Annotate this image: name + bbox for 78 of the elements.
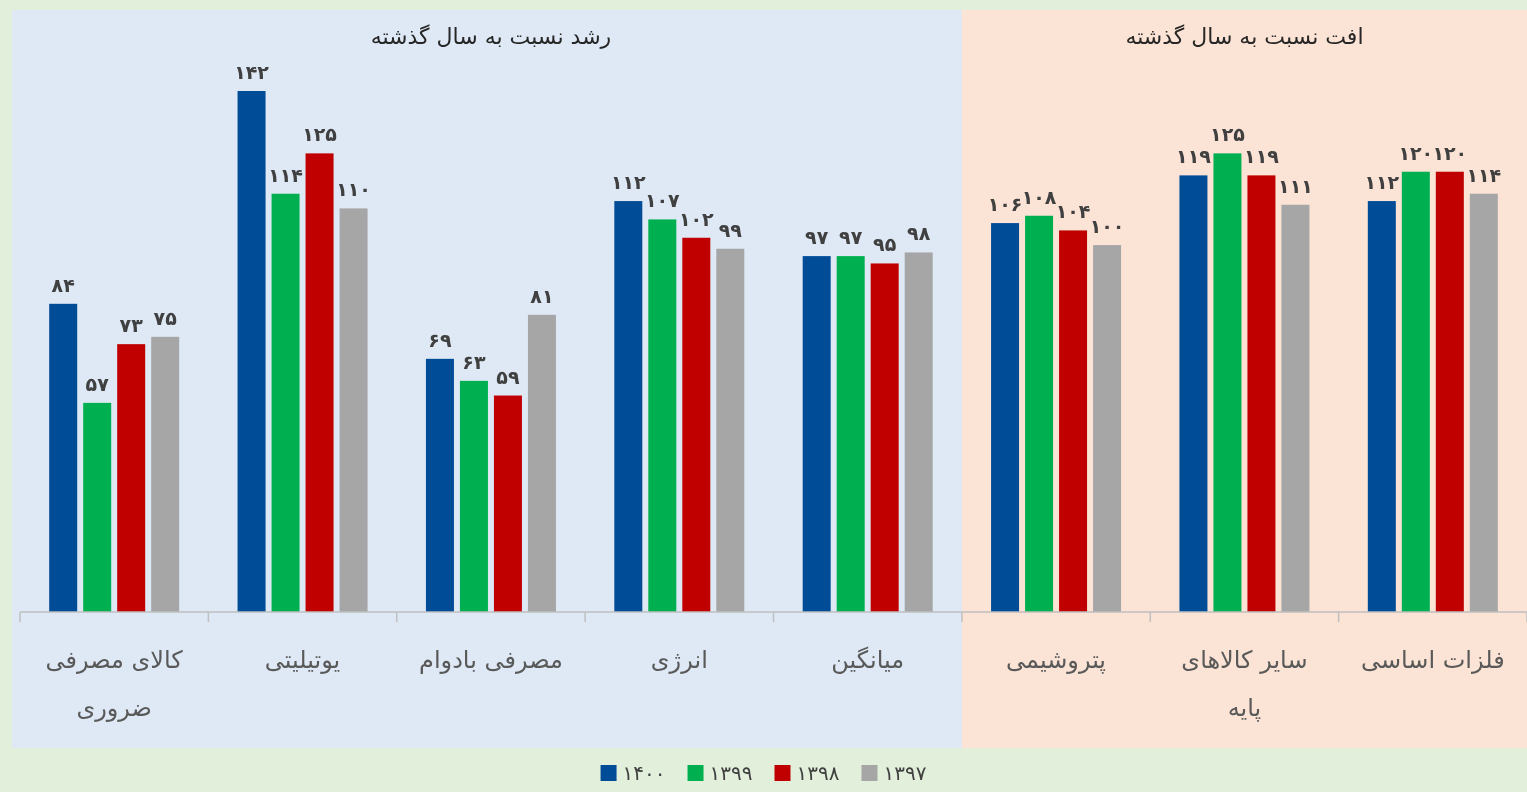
x-tick-label: فلزات اساسی	[1360, 646, 1505, 674]
bar	[991, 223, 1020, 612]
bar	[682, 237, 711, 612]
data-label: ۱۰۷	[644, 189, 681, 212]
bar	[1059, 230, 1088, 612]
bar	[339, 208, 368, 612]
data-label: ۱۰۴	[1055, 200, 1091, 223]
bar	[1247, 175, 1276, 612]
data-label: ۵۷	[85, 372, 110, 395]
x-tick-label: پتروشیمی	[1006, 646, 1107, 674]
data-label: ۱۱۴	[268, 163, 303, 186]
bar	[802, 256, 831, 612]
bar	[904, 252, 933, 612]
data-label: ۱۰۸	[1021, 185, 1057, 208]
bar	[1469, 193, 1498, 612]
data-label: ۹۷	[805, 226, 829, 249]
data-label: ۱۱۴	[1466, 163, 1502, 186]
legend-label: ۱۴۰۰	[622, 761, 666, 785]
data-label: ۷۵	[153, 306, 178, 329]
bar	[1213, 153, 1242, 612]
bar	[117, 344, 146, 612]
data-label: ۱۲۰	[1432, 141, 1468, 164]
bar	[237, 91, 266, 612]
data-label: ۱۱۲	[1364, 171, 1400, 194]
data-label: ۶۳	[462, 350, 486, 373]
bar	[716, 248, 745, 612]
data-label: ۹۸	[907, 222, 931, 245]
bar	[459, 380, 488, 612]
bar	[648, 219, 677, 612]
data-label: ۱۴۲	[234, 61, 270, 83]
data-label: ۹۷	[839, 226, 863, 249]
data-label: ۹۹	[718, 218, 743, 241]
x-tick-label: یوتیلیتی	[264, 646, 341, 674]
bar	[1401, 171, 1430, 612]
data-label: ۱۱۲	[610, 171, 647, 194]
text: افت نسبت به سال گذشته	[1125, 24, 1364, 49]
bar	[271, 193, 300, 612]
legend-label: ۱۳۹۷	[883, 761, 927, 785]
bar	[836, 256, 865, 612]
bar	[425, 358, 454, 612]
data-label: ۵۹	[496, 365, 520, 388]
data-label: ۱۱۰	[336, 178, 371, 201]
data-label: ۷۳	[119, 314, 144, 337]
data-label: ۱۰۶	[987, 193, 1023, 216]
bar	[527, 314, 556, 612]
bar	[1179, 175, 1208, 612]
bar	[305, 153, 334, 612]
x-tick-label: کالای مصرفی ضروری	[45, 646, 184, 722]
data-label: ۱۱۹	[1244, 145, 1280, 168]
data-label: ۸۴	[51, 273, 75, 296]
bar	[151, 336, 180, 612]
data-label: ۹۵	[873, 233, 897, 256]
data-label: ۱۲۵	[1210, 123, 1246, 146]
legend-label: ۱۳۹۸	[796, 761, 840, 785]
bar	[1025, 215, 1054, 612]
text: رشد نسبت به سال گذشته	[370, 24, 612, 49]
bar	[1093, 245, 1122, 612]
bar	[1367, 201, 1396, 612]
x-tick-label: میانگین	[831, 646, 905, 674]
x-tick-label: سایر کالاهای پایه	[1181, 646, 1308, 722]
data-label: ۱۲۵	[302, 123, 338, 146]
data-label: ۱۲۰	[1398, 141, 1434, 164]
bar	[1281, 204, 1310, 612]
bar	[614, 201, 643, 612]
bar	[493, 395, 522, 612]
x-tick-label: انرژی	[650, 646, 708, 674]
data-label: ۱۱۹	[1176, 145, 1212, 168]
x-tick-label: مصرفی بادوام	[419, 646, 563, 674]
bar	[49, 303, 78, 612]
data-label: ۸۱	[530, 284, 554, 307]
bar	[83, 402, 112, 612]
data-label: ۱۰۰	[1089, 215, 1125, 238]
legend-label: ۱۳۹۹	[709, 761, 753, 785]
bar	[1435, 171, 1464, 612]
bar	[870, 263, 899, 612]
data-label: ۱۱۱	[1278, 174, 1313, 197]
data-label: ۱۰۲	[678, 207, 715, 230]
data-label: ۶۹	[428, 328, 452, 351]
